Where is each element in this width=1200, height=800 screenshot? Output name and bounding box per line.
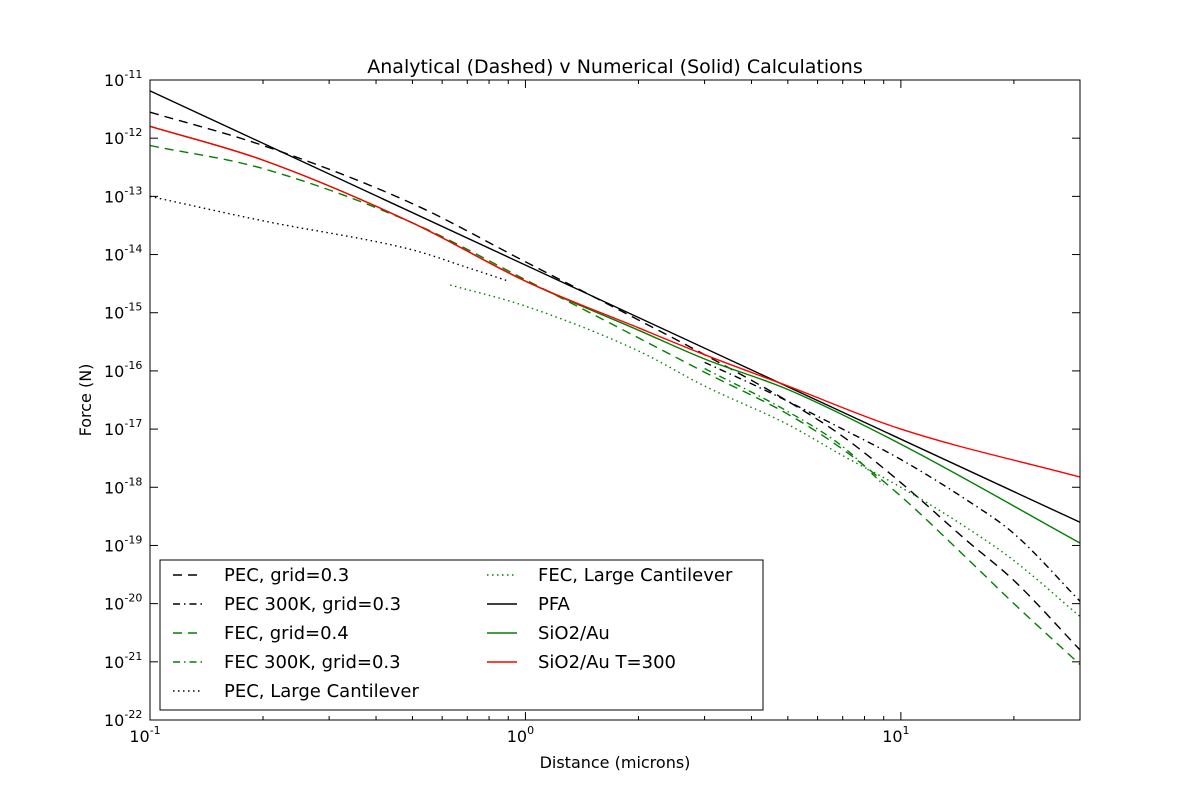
- y-tick-label-base-1: 10: [104, 129, 124, 148]
- y-tick-label-base-0: 10: [104, 71, 124, 90]
- y-tick-label-exp-1: -12: [124, 126, 142, 139]
- plot-frame: [149, 79, 1081, 721]
- series-line-8: [149, 125, 1081, 478]
- y-tick-label-3: 10-14: [104, 243, 142, 265]
- y-tick-label-exp-0: -11: [124, 68, 142, 81]
- x-tick-label-exp-0: -1: [150, 724, 161, 737]
- y-tick-label-exp-8: -19: [124, 533, 142, 546]
- series-line-4: [149, 195, 509, 282]
- y-tick-label-8: 10-19: [104, 533, 142, 555]
- y-tick-label-base-3: 10: [104, 246, 124, 265]
- y-tick-label-base-2: 10: [104, 187, 124, 206]
- y-tick-label-5: 10-16: [104, 359, 142, 381]
- x-tick-label-2: 101: [882, 724, 909, 746]
- y-tick-label-base-6: 10: [104, 420, 124, 439]
- y-tick-label-9: 10-20: [104, 592, 142, 614]
- series-line-2: [149, 144, 1081, 666]
- y-tick-label-exp-9: -20: [124, 592, 142, 605]
- chart-title: Analytical (Dashed) v Numerical (Solid) …: [367, 56, 862, 78]
- legend-label-5: FEC, Large Cantilever: [538, 565, 733, 586]
- y-tick-label-0: 10-11: [104, 68, 142, 90]
- x-tick-label-base-2: 10: [882, 727, 902, 746]
- legend-box: [159, 559, 764, 711]
- series-line-6: [149, 90, 1081, 523]
- series-layer: [149, 90, 1081, 666]
- y-tick-label-exp-3: -14: [124, 243, 142, 256]
- x-axis-label: Distance (microns): [540, 753, 691, 772]
- legend-label-8: SiO2/Au T=300: [538, 652, 676, 673]
- y-tick-label-base-7: 10: [104, 478, 124, 497]
- y-tick-label-4: 10-15: [104, 301, 142, 323]
- y-tick-label-2: 10-13: [104, 184, 142, 206]
- x-tick-label-exp-2: 1: [903, 724, 910, 737]
- y-tick-label-base-4: 10: [104, 304, 124, 323]
- legend-label-1: PEC 300K, grid=0.3: [224, 594, 401, 615]
- y-tick-label-exp-2: -13: [124, 184, 142, 197]
- y-tick-label-exp-5: -16: [124, 359, 142, 372]
- y-tick-label-1: 10-12: [104, 126, 142, 148]
- legend: PEC, grid=0.3 PEC 300K, grid=0.3 FEC, grid…: [159, 559, 764, 711]
- y-tick-label-7: 10-18: [104, 475, 142, 497]
- legend-label-2: FEC, grid=0.4: [224, 623, 349, 644]
- y-tick-label-exp-4: -15: [124, 301, 142, 314]
- y-tick-label-exp-7: -18: [124, 475, 142, 488]
- legend-label-4: PEC, Large Cantilever: [224, 681, 419, 702]
- legend-label-0: PEC, grid=0.3: [224, 565, 349, 586]
- y-tick-label-base-11: 10: [104, 711, 124, 730]
- y-tick-label-exp-10: -21: [124, 650, 142, 663]
- tick-layer: 10-1 100 10110-1110-1210-1310-1410-1510-16…: [104, 68, 1081, 746]
- series-line-3: [704, 367, 885, 486]
- y-tick-label-6: 10-17: [104, 417, 142, 439]
- y-tick-label-base-8: 10: [104, 536, 124, 555]
- x-tick-label-1: 100: [507, 724, 534, 746]
- y-tick-label-base-9: 10: [104, 595, 124, 614]
- x-tick-label-base-0: 10: [129, 727, 149, 746]
- legend-label-6: PFA: [538, 594, 571, 615]
- y-tick-label-exp-11: -22: [124, 708, 142, 721]
- y-tick-label-10: 10-21: [104, 650, 142, 672]
- y-tick-label-exp-6: -17: [124, 417, 142, 430]
- y-axis-label: Force (N): [76, 364, 95, 437]
- y-tick-label-11: 10-22: [104, 708, 142, 730]
- y-tick-label-base-10: 10: [104, 653, 124, 672]
- x-tick-label-0: 10-1: [129, 724, 160, 746]
- x-tick-label-exp-1: 0: [527, 724, 534, 737]
- legend-label-7: SiO2/Au: [538, 623, 610, 644]
- legend-label-3: FEC 300K, grid=0.3: [224, 652, 401, 673]
- y-tick-label-base-5: 10: [104, 362, 124, 381]
- x-tick-label-base-1: 10: [507, 727, 527, 746]
